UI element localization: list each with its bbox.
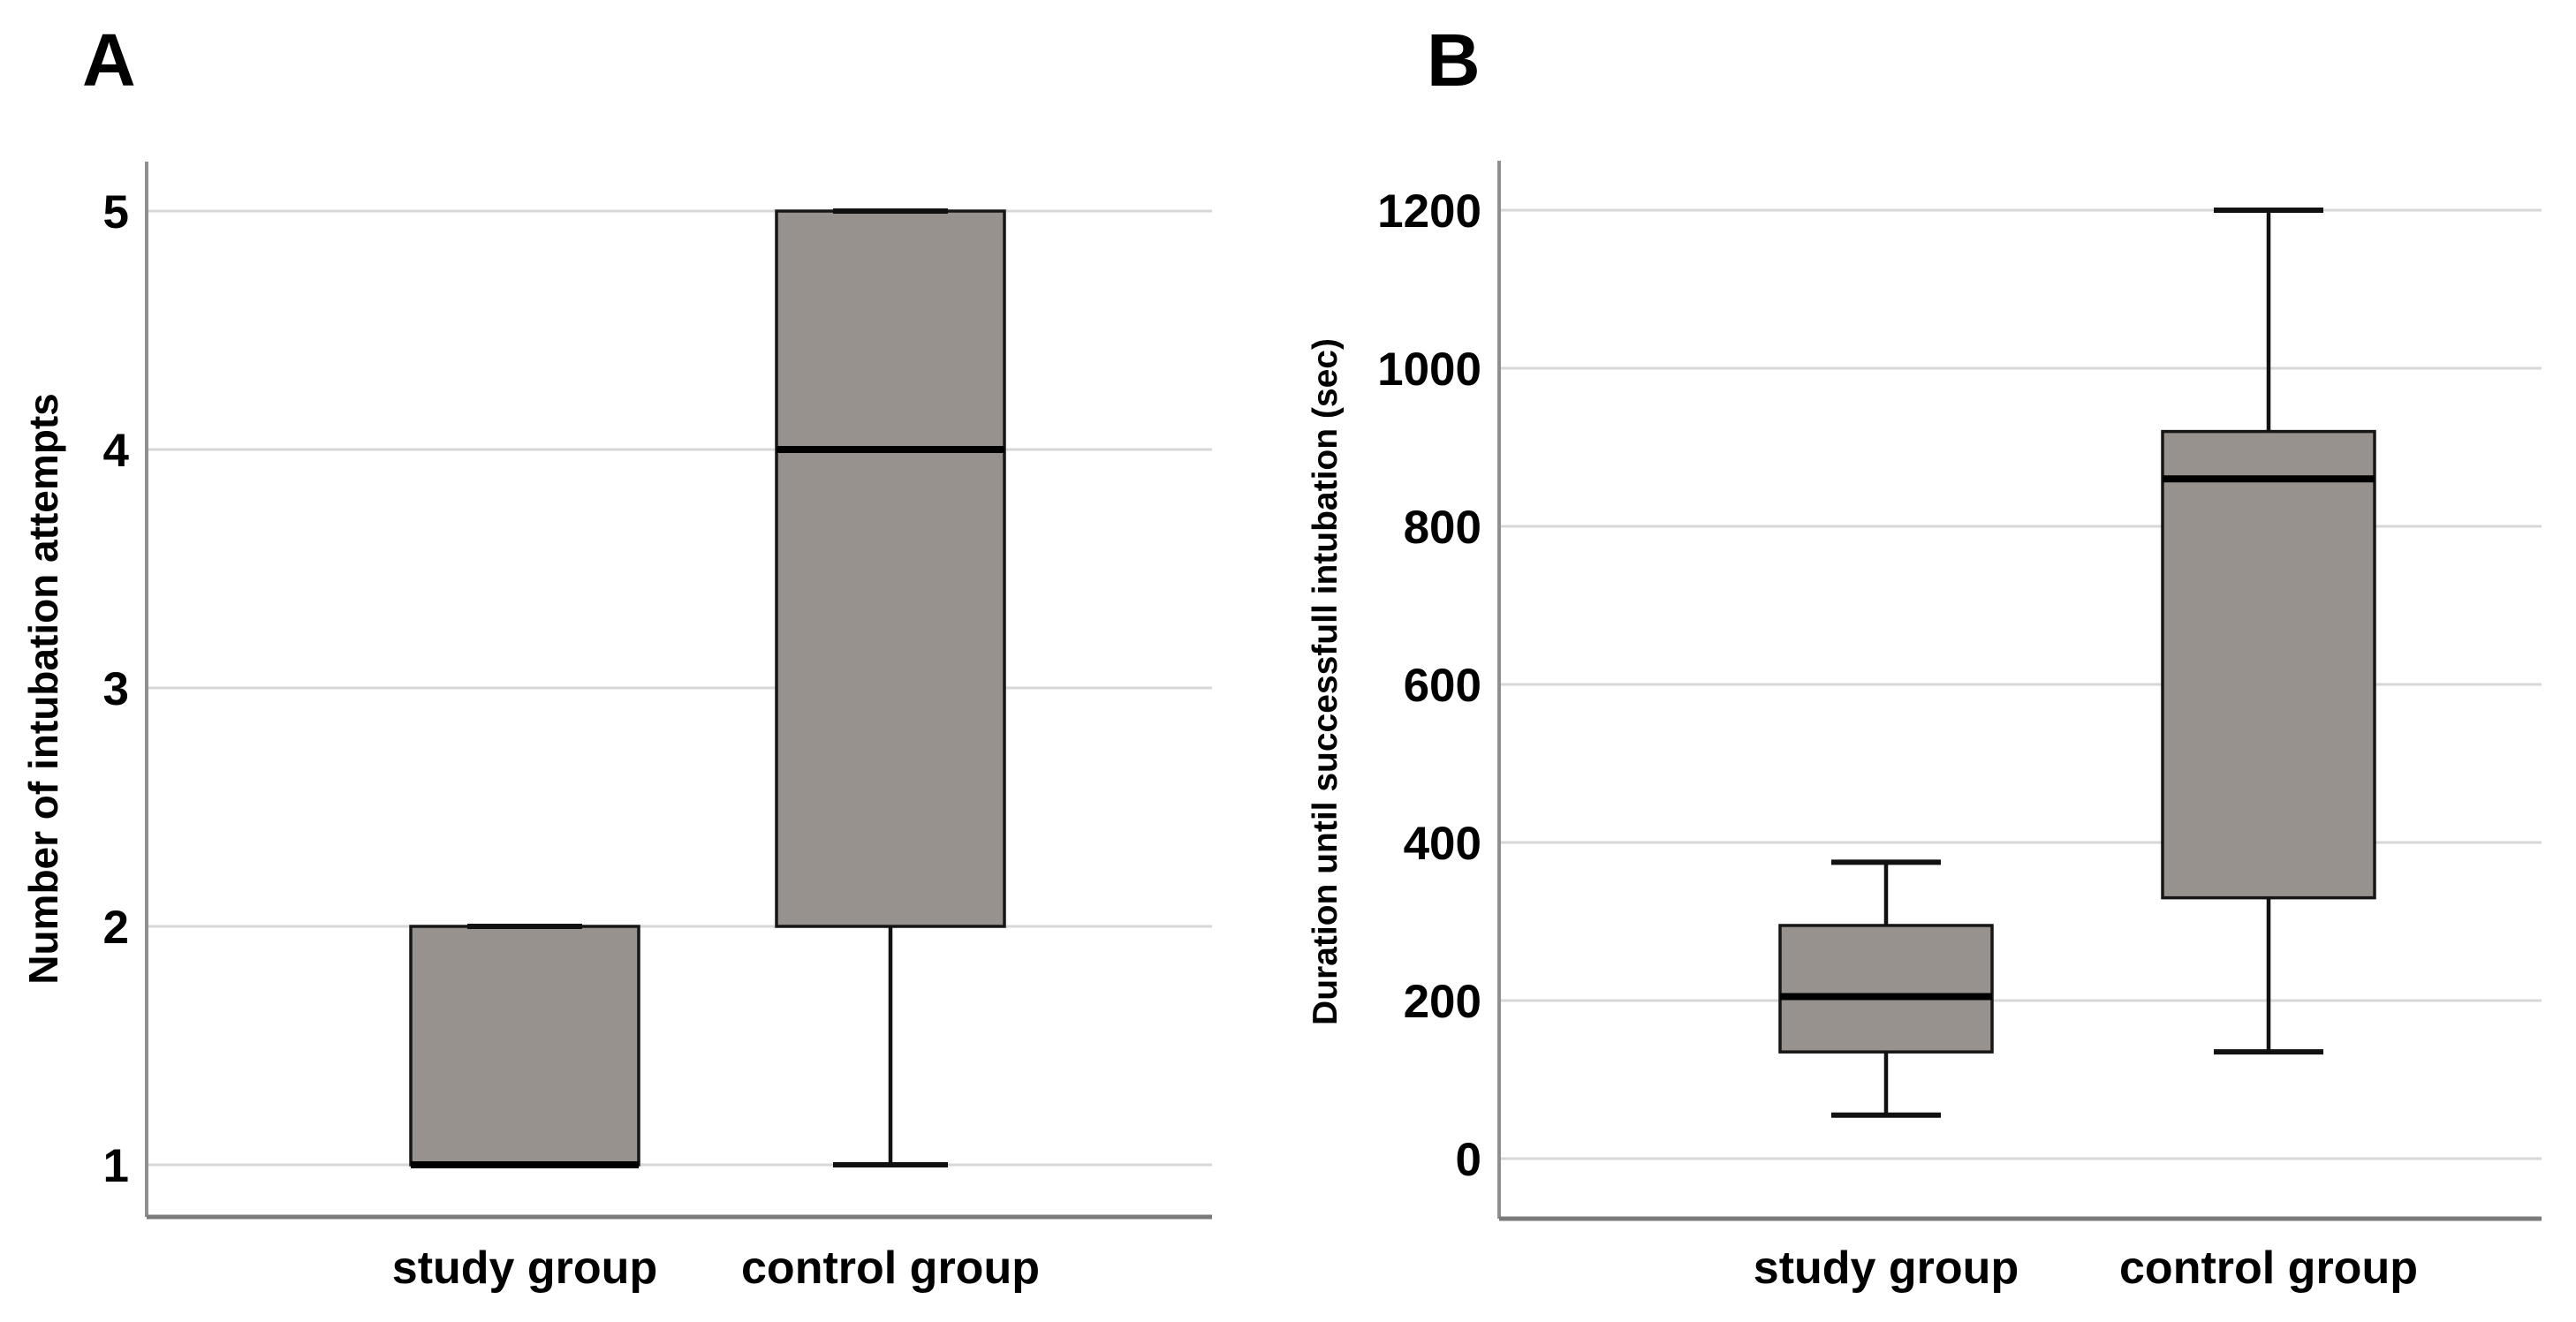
x-category-label: control group <box>2119 1243 2418 1294</box>
x-category-label: study group <box>392 1243 657 1294</box>
box-control-group <box>2161 429 2376 900</box>
panel-a-letter: A <box>82 19 136 102</box>
y-tick-label: 0 <box>1456 1134 1481 1186</box>
panel-b-letter: B <box>1427 19 1481 102</box>
y-tick-label: 1200 <box>1377 185 1481 238</box>
y-tick-label: 4 <box>103 425 130 477</box>
y-tick-label: 5 <box>103 186 129 238</box>
y-tick-label: 600 <box>1404 660 1481 712</box>
x-category-label: control group <box>741 1243 1040 1294</box>
y-tick-label: 200 <box>1404 976 1481 1028</box>
y-tick-label: 1000 <box>1377 344 1481 396</box>
box-study-group <box>1778 924 1994 1054</box>
y-tick-label: 400 <box>1404 818 1481 870</box>
box-study-group <box>409 925 640 1167</box>
y-tick-label: 800 <box>1404 502 1481 554</box>
x-category-label: study group <box>1754 1243 2019 1294</box>
y-tick-label: 1 <box>103 1140 129 1192</box>
box-control-group <box>775 209 1006 928</box>
y-tick-label: 3 <box>103 663 129 715</box>
y-tick-label: 2 <box>103 902 129 954</box>
